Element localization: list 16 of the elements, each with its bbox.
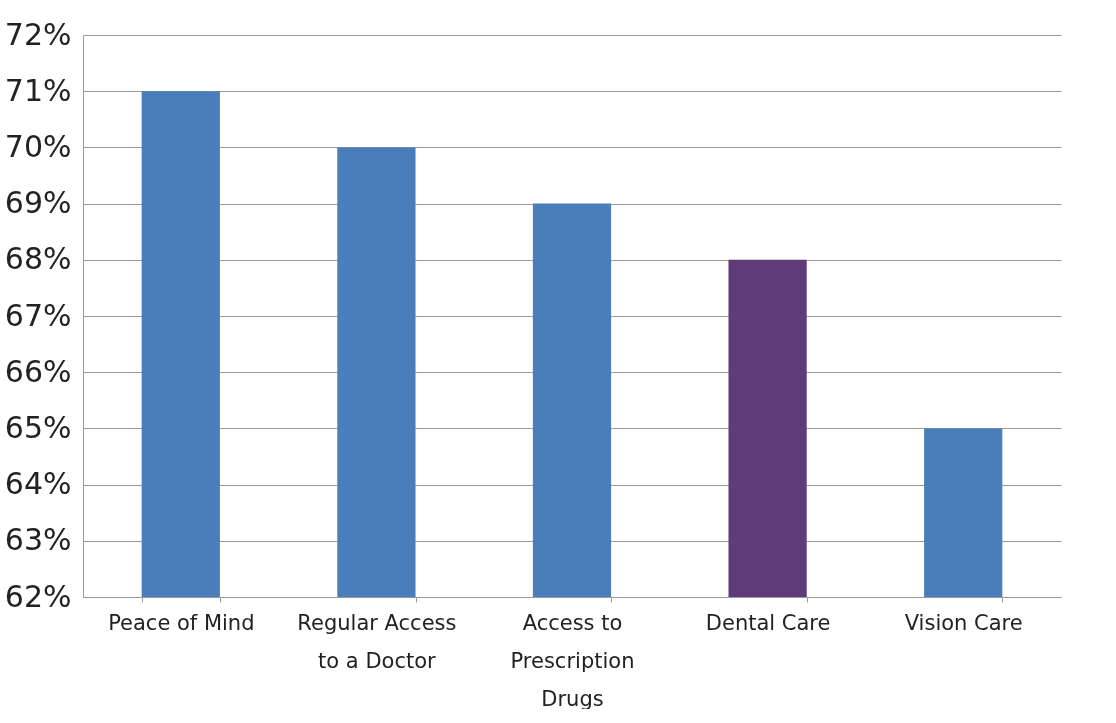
x-tick-label: Access to Prescription Drugs bbox=[510, 610, 635, 711]
y-tick-label: 62% bbox=[4, 578, 72, 614]
y-tick-label: 64% bbox=[4, 466, 72, 502]
x-tick-label: Peace of Mind bbox=[108, 610, 255, 635]
y-tick-label: 66% bbox=[4, 353, 72, 389]
y-tick-label: 65% bbox=[4, 409, 72, 445]
y-tick-label: 63% bbox=[4, 522, 72, 558]
y-tick-label: 67% bbox=[4, 297, 72, 333]
y-tick-label: 69% bbox=[4, 185, 72, 221]
x-tick-label: Regular Access to a Doctor bbox=[297, 610, 457, 673]
x-tick-label: Vision Care bbox=[904, 610, 1023, 635]
y-tick-label: 72% bbox=[4, 16, 72, 52]
y-tick-label: 68% bbox=[4, 241, 72, 277]
x-tick-label: Dental Care bbox=[705, 610, 831, 635]
y-tick-label: 71% bbox=[4, 72, 72, 108]
y-tick-label: 70% bbox=[4, 128, 72, 164]
